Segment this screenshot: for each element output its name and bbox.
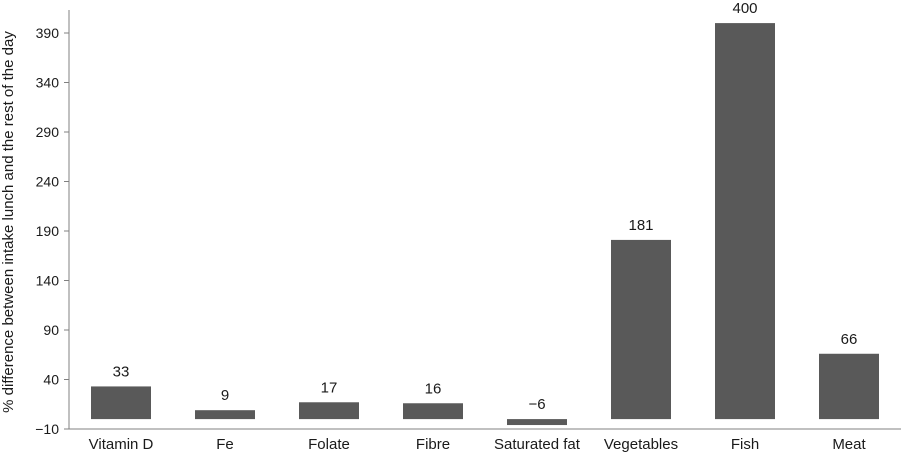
x-tick-label: Fish	[731, 436, 759, 453]
y-axis: −10 40 90 140 190 240 290 340 390	[35, 10, 70, 437]
y-tick-label: 190	[36, 223, 60, 239]
x-tick-label: Folate	[308, 436, 350, 453]
y-axis-title: % difference between intake lunch and th…	[0, 31, 17, 413]
bar	[299, 402, 359, 420]
y-tick-label: 340	[36, 75, 60, 91]
bar	[403, 403, 463, 420]
data-label: 400	[732, 0, 757, 17]
data-label: −6	[528, 396, 545, 413]
data-label: 16	[425, 380, 442, 397]
y-tick-label: 290	[36, 124, 60, 140]
data-label: 181	[628, 217, 653, 234]
bar	[195, 410, 255, 420]
x-axis: Vitamin D Fe Folate Fibre Saturated fat Veget…	[69, 428, 901, 453]
x-tick-label: Vegetables	[604, 436, 678, 453]
y-tick-label: 240	[36, 174, 60, 190]
x-tick-label: Fe	[216, 436, 234, 453]
y-tick-label: 90	[43, 322, 59, 338]
y-tick-label: 140	[36, 273, 60, 289]
bar	[91, 386, 151, 420]
x-tick-label: Meat	[832, 436, 866, 453]
data-label: 33	[113, 363, 130, 380]
x-tick-label: Saturated fat	[494, 436, 581, 453]
bar	[819, 353, 879, 420]
x-tick-label: Fibre	[416, 436, 450, 453]
y-tick-label: −10	[35, 421, 59, 437]
bar	[715, 23, 775, 420]
bar	[611, 239, 671, 420]
y-tick-label: 40	[43, 372, 59, 388]
bars-group: 33 9 17 16 −6 181 400 66	[91, 0, 879, 426]
data-label: 9	[221, 387, 229, 404]
data-label: 17	[321, 379, 338, 396]
bar	[507, 419, 567, 426]
y-tick-label: 390	[36, 25, 60, 41]
data-label: 66	[841, 331, 858, 348]
x-tick-label: Vitamin D	[89, 436, 154, 453]
